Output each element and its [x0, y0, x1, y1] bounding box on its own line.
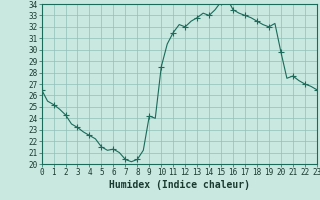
X-axis label: Humidex (Indice chaleur): Humidex (Indice chaleur)	[109, 180, 250, 190]
